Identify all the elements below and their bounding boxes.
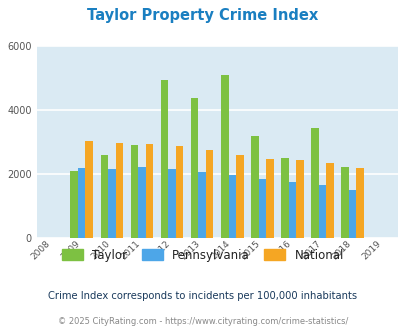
Legend: Taylor, Pennsylvania, National: Taylor, Pennsylvania, National xyxy=(57,244,348,266)
Bar xyxy=(258,179,266,238)
Bar xyxy=(115,143,123,238)
Text: © 2025 CityRating.com - https://www.cityrating.com/crime-statistics/: © 2025 CityRating.com - https://www.city… xyxy=(58,317,347,326)
Bar xyxy=(266,159,273,238)
Bar xyxy=(78,168,85,238)
Bar xyxy=(341,167,348,238)
Text: Taylor Property Crime Index: Taylor Property Crime Index xyxy=(87,8,318,23)
Bar xyxy=(311,128,318,238)
Bar xyxy=(318,185,326,238)
Bar xyxy=(160,80,168,238)
Bar xyxy=(190,98,198,238)
Bar xyxy=(205,150,213,238)
Bar xyxy=(175,146,183,238)
Bar xyxy=(85,141,93,238)
Bar xyxy=(138,167,145,238)
Bar xyxy=(356,168,363,238)
Bar xyxy=(100,155,108,238)
Bar xyxy=(250,136,258,238)
Bar xyxy=(281,158,288,238)
Bar xyxy=(326,163,333,238)
Bar xyxy=(348,190,356,238)
Bar xyxy=(296,160,303,238)
Bar xyxy=(130,145,138,238)
Bar xyxy=(168,169,175,238)
Bar xyxy=(235,155,243,238)
Bar xyxy=(288,182,296,238)
Bar xyxy=(70,171,78,238)
Bar xyxy=(108,169,115,238)
Bar xyxy=(228,175,235,238)
Bar xyxy=(220,75,228,238)
Bar xyxy=(145,145,153,238)
Text: Crime Index corresponds to incidents per 100,000 inhabitants: Crime Index corresponds to incidents per… xyxy=(48,291,357,301)
Bar xyxy=(198,172,205,238)
